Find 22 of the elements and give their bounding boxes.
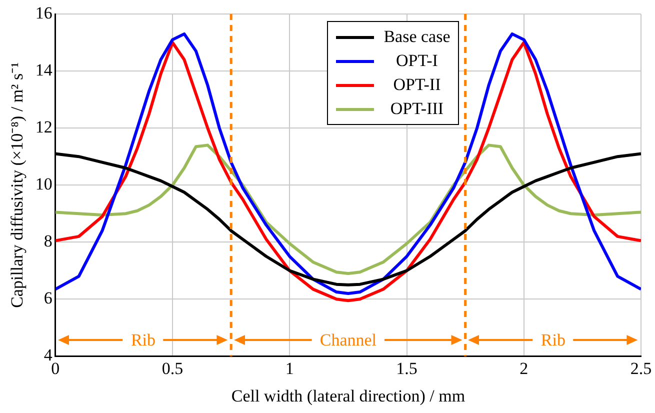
legend-label: Base case	[384, 26, 450, 48]
x-tick-label: 0	[51, 358, 60, 378]
x-tick-label: 1.5	[396, 358, 418, 378]
y-tick-label: 8	[44, 232, 52, 251]
x-tick-label: 2	[520, 358, 528, 378]
x-tick-label: 1	[285, 358, 294, 378]
y-tick-label: 6	[44, 288, 52, 308]
annotation: Channel	[320, 330, 377, 350]
y-axis-title: Capillary diffusivity (×10⁻⁸) / m² s⁻¹	[8, 62, 27, 308]
annotation: Rib	[130, 330, 156, 350]
y-tick-label: 16	[35, 3, 52, 22]
annotation: Rib	[540, 330, 566, 350]
y-tick-label: 14	[35, 60, 53, 80]
legend-label: OPT-I	[395, 50, 439, 72]
y-tick-label: 4	[44, 346, 53, 365]
legend-label: OPT-II	[392, 74, 442, 96]
x-tick-label: 2.5	[630, 358, 652, 378]
legend-label: OPT-III	[389, 98, 445, 120]
y-tick-label: 12	[35, 118, 52, 137]
x-axis-title: Cell width (lateral direction) / mm	[231, 386, 466, 406]
y-tick-label: 10	[35, 174, 52, 194]
x-tick-label: 0.5	[162, 358, 184, 378]
